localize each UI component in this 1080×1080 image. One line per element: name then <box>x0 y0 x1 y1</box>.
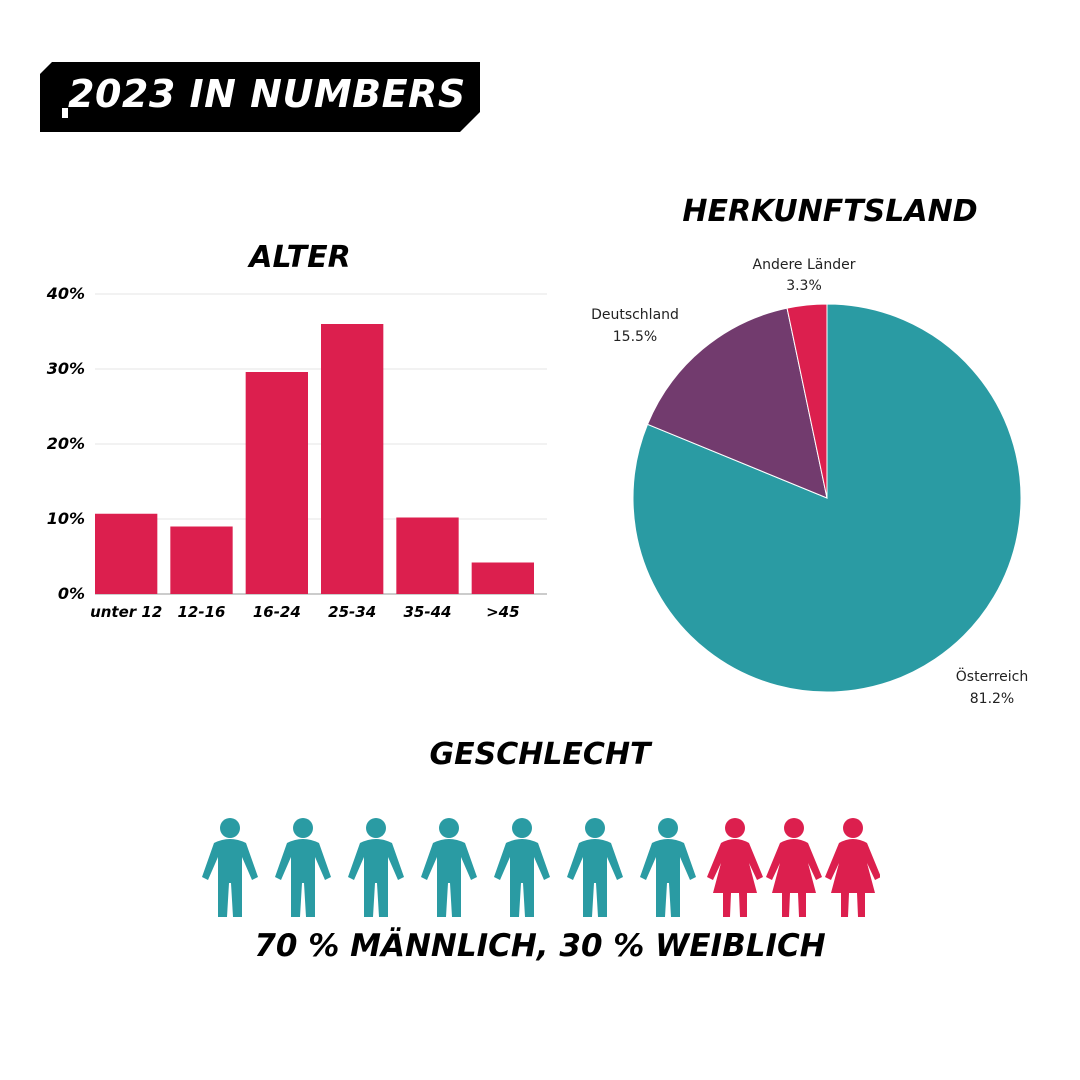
origin-pie-chart: Österreich 81.2% Deutschland 15.5% Andere Lä… <box>591 257 1028 707</box>
slice-value-label: 81.2% <box>970 691 1014 707</box>
male-person-icon <box>421 818 477 917</box>
female-person-icon <box>707 818 763 917</box>
y-tick-label: 20% <box>47 434 85 453</box>
male-person-icon <box>640 818 696 917</box>
x-tick-label: >45 <box>486 603 519 621</box>
title-banner: 2023 IN NUMBERS <box>40 62 480 134</box>
pie-slice <box>786 303 828 499</box>
banner-background <box>40 62 480 132</box>
bar <box>245 372 308 594</box>
female-person-icon <box>766 818 822 917</box>
y-tick-label: 40% <box>46 284 85 303</box>
slice-label: Deutschland <box>591 307 679 323</box>
female-person-icon <box>825 818 880 917</box>
male-person-icon <box>494 818 550 917</box>
pie-slice <box>646 307 828 499</box>
x-tick-label: 16-24 <box>253 603 301 621</box>
male-person-icon <box>202 818 258 917</box>
y-tick-label: 10% <box>47 509 85 528</box>
bar <box>396 517 459 594</box>
male-person-icon <box>348 818 404 917</box>
y-tick-label: 0% <box>58 584 85 603</box>
slice-value-label: 3.3% <box>786 278 822 294</box>
slice-label: Andere Länder <box>753 257 856 273</box>
x-tick-label: 12-16 <box>178 603 226 621</box>
gender-caption: 70 % MÄNNLICH, 30 % WEIBLICH <box>254 928 826 964</box>
bar <box>95 513 158 594</box>
bar <box>321 324 384 594</box>
male-person-icon <box>567 818 623 917</box>
age-chart-title: ALTER <box>249 240 351 275</box>
slice-label: Österreich <box>956 667 1028 685</box>
bar <box>170 526 233 594</box>
slice-value-label: 15.5% <box>613 329 657 345</box>
x-tick-label: 35-44 <box>404 603 452 621</box>
page-title: 2023 IN NUMBERS <box>68 72 466 116</box>
origin-chart-title: HERKUNFTSLAND <box>682 194 978 229</box>
age-bar-chart: 0% 10% 20% 30% 40% unter 12 12-16 16-24 25-34 35-… <box>46 284 547 621</box>
gender-section-title: GESCHLECHT <box>429 737 651 772</box>
x-tick-label: unter 12 <box>90 603 162 621</box>
x-tick-label: 25-34 <box>328 603 376 621</box>
gender-people-row <box>202 818 880 917</box>
male-person-icon <box>275 818 331 917</box>
bar <box>471 562 534 594</box>
y-tick-label: 30% <box>47 359 85 378</box>
